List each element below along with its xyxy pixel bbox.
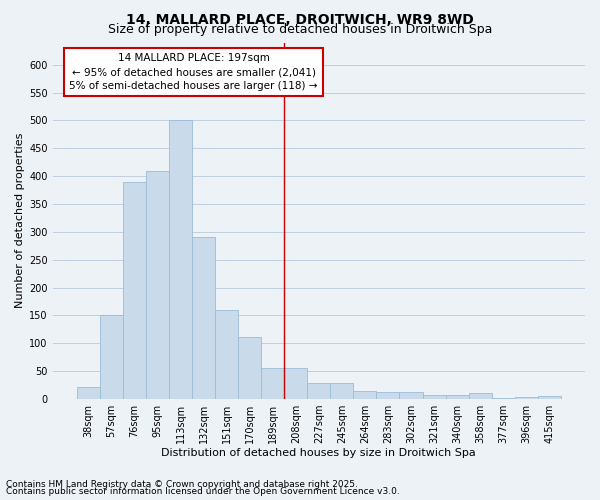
Bar xyxy=(469,394,491,399)
Bar xyxy=(215,310,238,399)
Bar xyxy=(422,395,446,399)
Text: Size of property relative to detached houses in Droitwich Spa: Size of property relative to detached ho… xyxy=(108,22,492,36)
Bar xyxy=(491,398,515,399)
Bar xyxy=(353,390,376,399)
Bar xyxy=(400,392,422,399)
Y-axis label: Number of detached properties: Number of detached properties xyxy=(15,133,25,308)
Bar xyxy=(331,384,353,399)
Bar xyxy=(446,394,469,399)
Bar xyxy=(261,368,284,399)
Bar xyxy=(376,392,400,399)
Text: 14, MALLARD PLACE, DROITWICH, WR9 8WD: 14, MALLARD PLACE, DROITWICH, WR9 8WD xyxy=(126,12,474,26)
Bar xyxy=(146,170,169,399)
Text: Contains public sector information licensed under the Open Government Licence v3: Contains public sector information licen… xyxy=(6,487,400,496)
Bar xyxy=(538,396,561,399)
Bar xyxy=(100,316,123,399)
Text: Contains HM Land Registry data © Crown copyright and database right 2025.: Contains HM Land Registry data © Crown c… xyxy=(6,480,358,489)
Bar xyxy=(284,368,307,399)
Bar xyxy=(238,336,261,399)
X-axis label: Distribution of detached houses by size in Droitwich Spa: Distribution of detached houses by size … xyxy=(161,448,476,458)
Bar xyxy=(307,384,331,399)
Bar xyxy=(515,398,538,399)
Bar xyxy=(123,182,146,399)
Bar xyxy=(77,386,100,399)
Bar xyxy=(169,120,192,399)
Bar xyxy=(192,238,215,399)
Text: 14 MALLARD PLACE: 197sqm
← 95% of detached houses are smaller (2,041)
5% of semi: 14 MALLARD PLACE: 197sqm ← 95% of detach… xyxy=(70,53,318,91)
